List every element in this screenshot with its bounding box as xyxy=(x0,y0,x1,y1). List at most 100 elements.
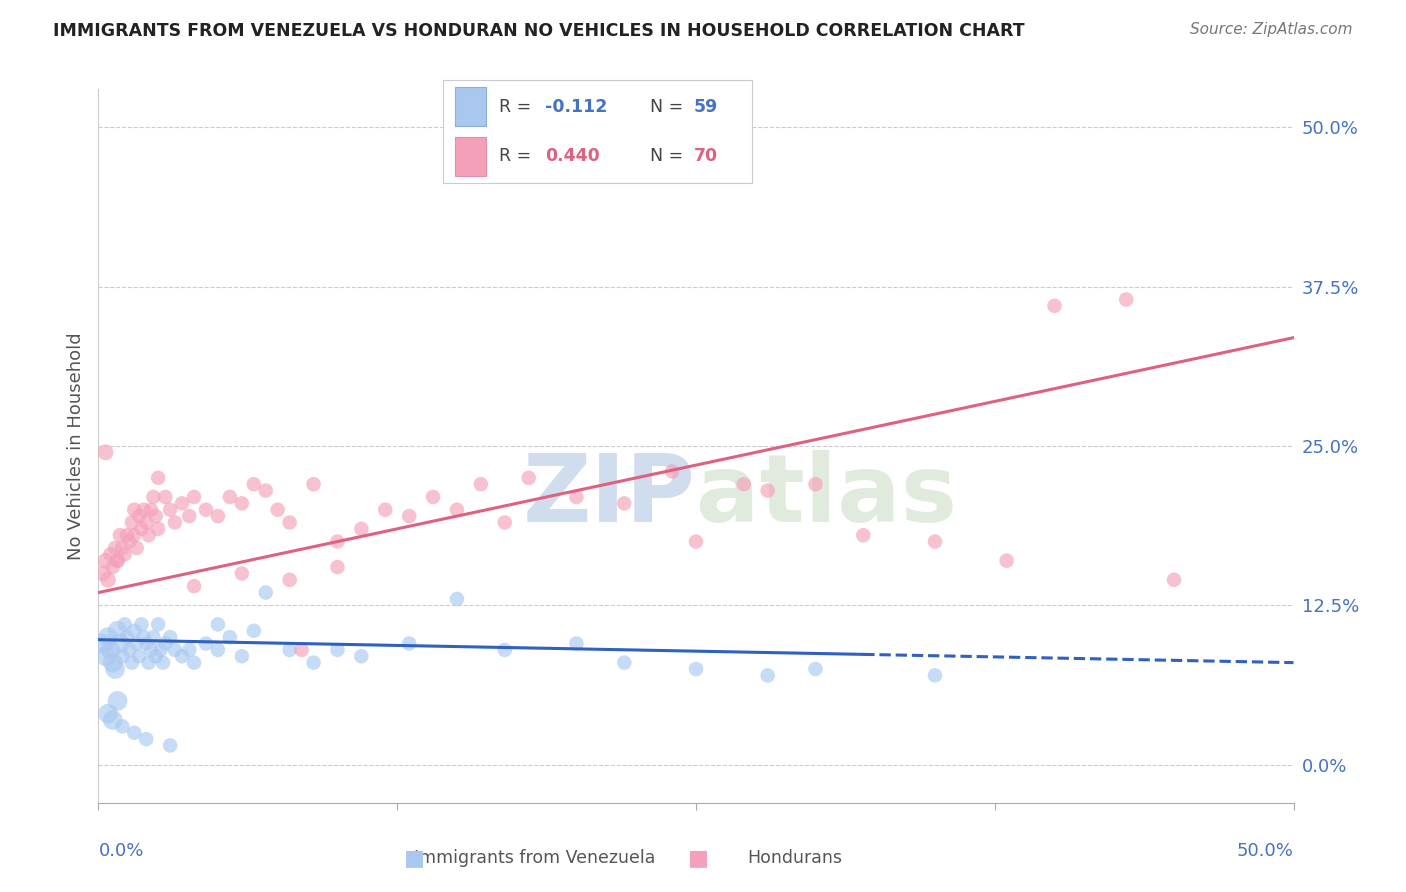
Point xyxy=(756,668,779,682)
Point xyxy=(132,502,155,516)
Point xyxy=(148,471,170,485)
Point xyxy=(115,528,138,542)
Point xyxy=(195,502,218,516)
Point xyxy=(138,528,160,542)
Text: N =: N = xyxy=(650,98,683,116)
Point xyxy=(517,471,540,485)
Point xyxy=(111,649,134,664)
Point xyxy=(148,617,170,632)
Point xyxy=(107,554,129,568)
Point xyxy=(243,477,266,491)
Point xyxy=(118,534,141,549)
Point xyxy=(494,516,516,530)
Text: R =: R = xyxy=(499,147,531,165)
Point xyxy=(995,554,1018,568)
Point xyxy=(231,566,253,581)
Point xyxy=(302,656,325,670)
Point xyxy=(139,502,162,516)
Point xyxy=(145,509,167,524)
Point xyxy=(152,656,174,670)
Point xyxy=(685,534,707,549)
Point xyxy=(138,656,160,670)
Point xyxy=(1163,573,1185,587)
Point xyxy=(565,490,588,504)
Point xyxy=(159,739,181,753)
Point xyxy=(98,547,122,561)
Point xyxy=(231,496,253,510)
Point xyxy=(98,643,122,657)
Text: 59: 59 xyxy=(693,98,717,116)
Point xyxy=(135,636,157,650)
Point xyxy=(195,636,218,650)
Point xyxy=(107,694,129,708)
Point xyxy=(91,636,114,650)
Point xyxy=(207,643,229,657)
Point xyxy=(97,706,120,721)
Point xyxy=(350,649,373,664)
Point xyxy=(374,502,396,516)
Point xyxy=(254,585,277,599)
Point xyxy=(125,541,148,555)
Point xyxy=(142,490,165,504)
Point xyxy=(183,579,205,593)
Point xyxy=(91,566,114,581)
Point xyxy=(398,509,420,524)
Point xyxy=(179,509,201,524)
Point xyxy=(207,617,229,632)
Point xyxy=(124,725,146,739)
Point xyxy=(1043,299,1066,313)
Point xyxy=(804,477,827,491)
Point xyxy=(111,541,134,555)
Text: Source: ZipAtlas.com: Source: ZipAtlas.com xyxy=(1189,22,1353,37)
Point xyxy=(219,630,242,644)
Point xyxy=(326,643,349,657)
Point xyxy=(121,656,143,670)
Point xyxy=(326,560,349,574)
Y-axis label: No Vehicles in Household: No Vehicles in Household xyxy=(66,332,84,560)
Point xyxy=(565,636,588,650)
Point xyxy=(155,490,177,504)
Point xyxy=(97,630,120,644)
Point xyxy=(149,643,172,657)
Point xyxy=(108,636,131,650)
Point xyxy=(101,656,124,670)
Point xyxy=(107,624,129,638)
Point xyxy=(756,483,779,498)
Point xyxy=(291,643,314,657)
Point xyxy=(924,668,946,682)
Point xyxy=(159,502,181,516)
Point xyxy=(114,547,136,561)
Text: N =: N = xyxy=(650,147,683,165)
Point xyxy=(128,649,150,664)
Point xyxy=(163,643,186,657)
Text: 70: 70 xyxy=(693,147,717,165)
Text: ■: ■ xyxy=(689,848,709,868)
Point xyxy=(470,477,492,491)
Point xyxy=(104,541,127,555)
Point xyxy=(114,617,136,632)
Point xyxy=(94,445,117,459)
Point xyxy=(613,496,636,510)
Point xyxy=(183,656,205,670)
Point xyxy=(148,522,170,536)
Point xyxy=(111,719,134,733)
Text: -0.112: -0.112 xyxy=(546,98,607,116)
Point xyxy=(139,643,162,657)
Point xyxy=(107,554,129,568)
Point xyxy=(118,643,141,657)
Text: R =: R = xyxy=(499,98,531,116)
Text: atlas: atlas xyxy=(696,450,957,542)
Point xyxy=(350,522,373,536)
Point xyxy=(661,465,683,479)
Point xyxy=(207,509,229,524)
Point xyxy=(124,502,146,516)
Text: 50.0%: 50.0% xyxy=(1237,842,1294,860)
Point xyxy=(924,534,946,549)
Point xyxy=(124,528,146,542)
Point xyxy=(124,624,146,638)
Point xyxy=(104,662,127,676)
Text: ■: ■ xyxy=(405,848,425,868)
Point xyxy=(267,502,290,516)
Point xyxy=(1115,293,1137,307)
Point xyxy=(115,630,138,644)
